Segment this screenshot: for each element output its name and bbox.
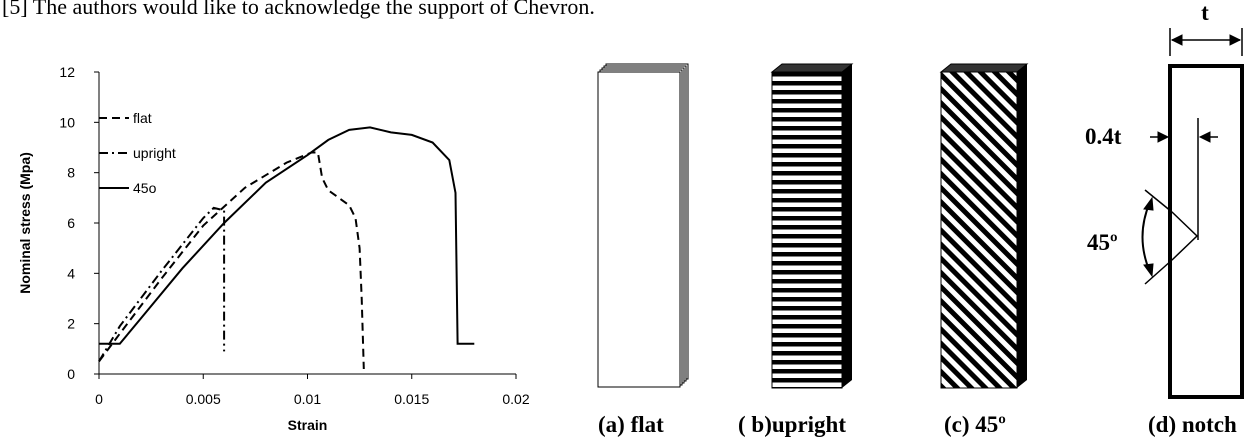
x-tick-label: 0.015: [394, 391, 429, 407]
x-tick-label: 0: [95, 391, 103, 407]
caption: ( b)upright: [738, 412, 846, 437]
thickness-label: t: [1201, 0, 1209, 25]
specimen-45: [941, 64, 1027, 388]
specimen-notch: [1143, 28, 1243, 397]
x-axis-label: Strain: [288, 417, 328, 433]
angle-label: 45º: [1087, 230, 1118, 255]
legend-label: 45o: [133, 180, 157, 196]
specimen-flat: [598, 64, 688, 387]
x-tick-label: 0.005: [186, 391, 221, 407]
caption: (a) flat: [598, 412, 664, 437]
y-tick-label: 6: [67, 215, 75, 231]
header-text: [5] The authors would like to acknowledg…: [2, 0, 595, 19]
y-tick-label: 10: [59, 114, 75, 130]
y-axis-label: Nominal stress (Mpa): [17, 152, 33, 294]
caption: (c) 45º: [944, 412, 1006, 437]
y-tick-label: 8: [67, 165, 75, 181]
y-tick-label: 4: [67, 265, 75, 281]
x-tick-label: 0.01: [294, 391, 321, 407]
legend-label: upright: [133, 145, 176, 161]
data-line: [99, 208, 224, 362]
chart: 0 2 4 6 8 10 12 0 0.005 0.01 0.015 0.02 Strain Nomina…: [17, 64, 530, 433]
x-tick-label: 0.02: [502, 391, 529, 407]
page: [5] The authors would like to acknowledg…: [0, 0, 1254, 442]
caption: (d) notch: [1148, 412, 1237, 437]
y-tick-label: 0: [67, 366, 75, 382]
y-tick-label: 2: [67, 316, 75, 332]
legend-label: flat: [133, 110, 152, 126]
y-tick-label: 12: [59, 64, 75, 80]
specimen-upright: [772, 64, 852, 388]
offset-label: 0.4t: [1085, 124, 1122, 149]
